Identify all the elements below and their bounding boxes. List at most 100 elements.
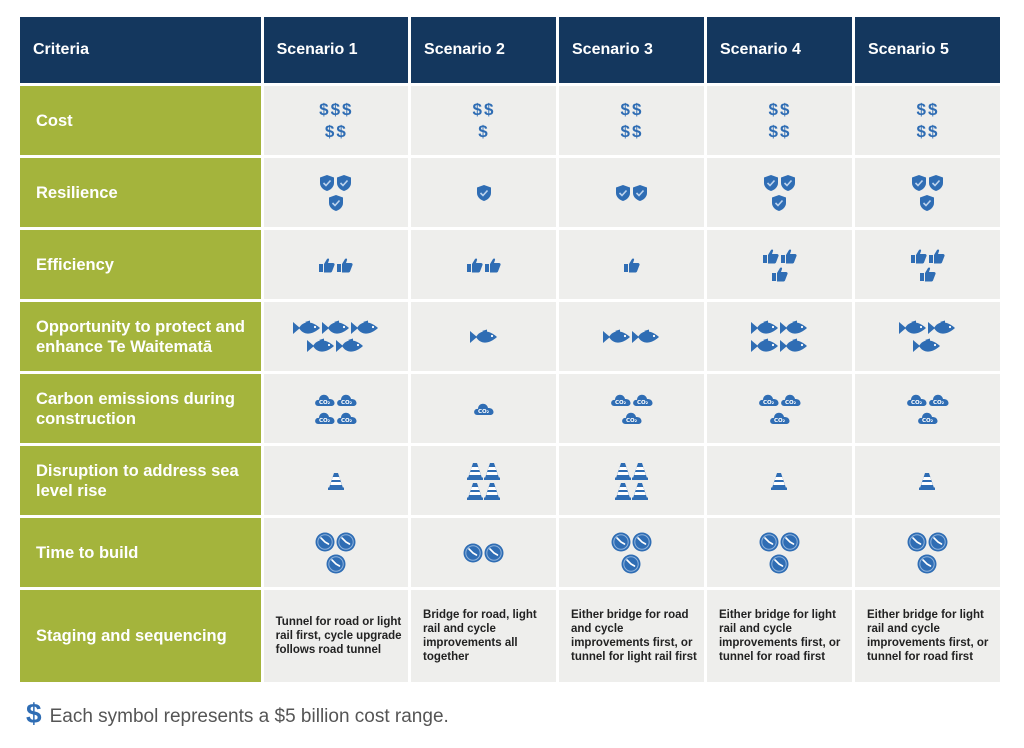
clock-icon [484,543,504,562]
header-scenario-2: Scenario 2 [411,17,556,83]
header-scenario-5: Scenario 5 [854,17,1000,83]
icon-line [919,194,935,212]
shield-icon [911,174,926,191]
rating-icons [855,248,1000,282]
icon-line [771,472,788,490]
rating-icons [264,472,408,490]
co2-cloud-icon: CO₂ [918,412,938,424]
svg-text:CO₂: CO₂ [319,418,331,424]
icon-line [769,554,789,574]
svg-text:CO₂: CO₂ [911,400,923,406]
thumbs-up-icon [919,266,936,281]
rating-cell-scenario-1: CO₂ CO₂ CO₂ CO₂ [263,374,409,443]
dollar-icon: $ [768,121,779,141]
rating-cell-scenario-4 [706,158,852,227]
table-row: Cost $ $ $ $ $ $ $ $ $ $ $ $ $ $ $ $ $ $ $ $ [20,86,1000,155]
fish-icon [913,338,941,352]
rating-cell-scenario-3: $ $ $ $ [559,86,704,155]
icon-line [614,482,648,500]
traffic-cone-icon [484,462,500,480]
rating-icons [264,320,408,354]
criteria-label: Time to build [20,518,261,587]
svg-text:CO₂: CO₂ [615,400,627,406]
fish-icon [350,320,378,334]
dollar-icon: $ [916,121,927,141]
icon-line: $ $ [325,122,347,142]
icon-line [919,266,936,282]
dollar-icon: $ [319,99,330,119]
traffic-cone-icon [484,482,500,500]
icon-line [319,174,352,192]
shield-icon [632,184,647,201]
table-row: Opportunity to protect and enhance Te Wa… [20,302,1000,371]
rating-icons [855,174,1000,212]
fish-icon [898,320,926,334]
rating-cell-scenario-5 [854,302,1000,371]
staging-text-scenario-5: Either bridge for light rail and cycle i… [854,590,1000,682]
traffic-cone-icon [919,472,936,490]
rating-cell-scenario-4 [706,446,852,515]
rating-icons [264,174,408,212]
rating-cell-scenario-3 [559,302,704,371]
criteria-label: Efficiency [20,230,261,299]
dollar-icon: $ [779,99,791,119]
rating-icons [559,532,704,574]
shield-icon [920,194,935,211]
rating-icons: CO₂ [411,401,556,417]
co2-cloud-icon: CO₂ [315,394,335,406]
icon-line: CO₂ [769,410,790,426]
svg-text:CO₂: CO₂ [626,418,638,424]
rating-cell-scenario-1: $ $ $ $ $ [263,86,409,155]
rating-cell-scenario-1 [263,230,409,299]
icon-line: $ $ [473,100,495,120]
icon-line [315,532,356,552]
rating-cell-scenario-1 [263,446,409,515]
icon-line [771,266,788,282]
staging-text-scenario-1: Tunnel for road or light rail first, cyc… [263,590,409,682]
legend-text: Each symbol represents a $5 billion cost… [49,706,449,727]
criteria-label: Disruption to address sea level rise [20,446,261,515]
clock-icon [326,554,346,573]
thumbs-up-icon [623,257,640,272]
rating-icons [855,532,1000,574]
thumbs-up-icon [762,248,779,263]
rating-cell-scenario-3 [559,230,704,299]
icon-line [621,554,641,574]
icon-line [907,532,948,552]
thumbs-up-icon [780,248,797,263]
clock-icon [759,532,779,551]
icon-line: $ $ [621,122,643,142]
rating-icons [707,320,852,354]
thumbs-up-icon [467,257,483,272]
fish-icon [292,320,320,334]
dollar-icon: $ [631,99,643,119]
header-scenario-3: Scenario 3 [559,17,704,83]
icon-line [466,257,501,273]
dollar-icon: $ [927,99,939,119]
icon-line [913,338,941,354]
rating-cell-scenario-2 [411,158,556,227]
scenario-comparison-table: Criteria Scenario 1 Scenario 2 Scenario … [17,14,1003,685]
criteria-label: Opportunity to protect and enhance Te Wa… [20,302,261,371]
shield-icon [772,194,787,211]
icon-line: CO₂ CO₂ [314,392,357,408]
dollar-icon: $ [330,99,342,119]
icon-line [898,320,956,336]
icon-line [750,320,808,336]
dollar-icon: $ [768,99,779,119]
rating-icons: CO₂ CO₂ CO₂ [559,392,704,426]
fish-icon [602,329,630,343]
rating-cell-scenario-2 [411,446,556,515]
traffic-cone-icon [771,472,788,490]
icon-line [469,329,498,345]
rating-cell-scenario-1 [263,158,409,227]
co2-cloud-icon: CO₂ [633,394,653,406]
rating-icons: $ $ $ $ [855,100,1000,142]
svg-text:CO₂: CO₂ [341,418,353,424]
rating-cell-scenario-3 [559,158,704,227]
rating-cell-scenario-1 [263,518,409,587]
icon-line [762,248,797,264]
rating-icons [411,184,556,202]
fish-icon [927,320,955,334]
co2-cloud-icon: CO₂ [474,403,494,415]
